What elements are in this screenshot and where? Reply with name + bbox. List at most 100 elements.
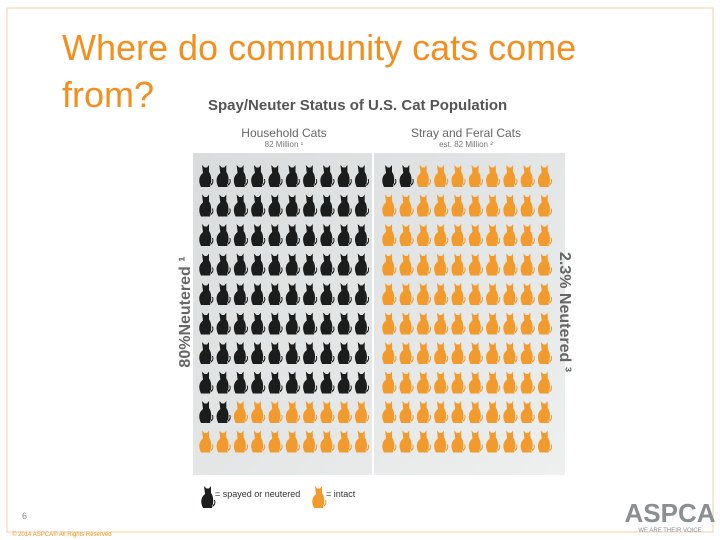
panel-heading: Household Cats bbox=[241, 126, 326, 140]
cat-icon bbox=[285, 194, 300, 217]
cat-icon bbox=[486, 224, 501, 246]
cat-icon bbox=[486, 283, 501, 305]
panel-subheading: 82 Million ¹ bbox=[265, 140, 304, 149]
cat-icon bbox=[434, 224, 449, 246]
cat-icon bbox=[434, 194, 449, 217]
cat-icon bbox=[285, 430, 300, 453]
cat-icon bbox=[303, 194, 318, 217]
cat-icon bbox=[199, 165, 214, 187]
cat-icon bbox=[416, 165, 431, 187]
cat-icon bbox=[503, 283, 518, 305]
cat-icon bbox=[537, 342, 553, 364]
cat-icon bbox=[434, 342, 449, 364]
cat-icon bbox=[337, 283, 352, 305]
cat-icon bbox=[486, 401, 501, 423]
slide-title: Where do community cats come from? bbox=[62, 27, 577, 115]
cat-icon bbox=[251, 253, 266, 276]
cat-icon bbox=[337, 165, 352, 187]
cat-icon bbox=[434, 253, 449, 276]
cat-icon bbox=[537, 312, 553, 335]
cat-icon bbox=[320, 224, 335, 246]
cat-icon bbox=[303, 283, 318, 305]
cat-icon bbox=[303, 430, 318, 453]
slide-border bbox=[6, 7, 714, 533]
cat-icon bbox=[268, 342, 283, 364]
cat-icon bbox=[434, 283, 449, 305]
cat-icon bbox=[268, 165, 283, 187]
cat-icon bbox=[201, 486, 216, 508]
cat-icon bbox=[354, 253, 370, 276]
cat-icon bbox=[486, 342, 501, 364]
cat-icon bbox=[268, 253, 283, 276]
cat-icon bbox=[320, 430, 335, 453]
cat-icon bbox=[285, 342, 300, 364]
cat-icon bbox=[416, 312, 431, 335]
cat-icon bbox=[199, 401, 214, 423]
cat-icon bbox=[520, 224, 535, 246]
cat-icon bbox=[520, 283, 535, 305]
cat-icon bbox=[520, 253, 535, 276]
cat-icon bbox=[537, 430, 553, 453]
cat-icon bbox=[199, 342, 214, 364]
cat-icon bbox=[320, 253, 335, 276]
cat-icon bbox=[199, 371, 214, 394]
cat-icon bbox=[199, 253, 214, 276]
cat-icon bbox=[216, 312, 231, 335]
cat-icon bbox=[251, 312, 266, 335]
cat-icon bbox=[451, 283, 466, 305]
cat-icon bbox=[354, 224, 370, 246]
cat-icon bbox=[303, 253, 318, 276]
cat-icon bbox=[320, 401, 335, 423]
cat-icon bbox=[468, 194, 483, 217]
cat-icon bbox=[503, 401, 518, 423]
infographic-title: Spay/Neuter Status of U.S. Cat Populatio… bbox=[208, 97, 507, 114]
cat-icon bbox=[251, 283, 266, 305]
logo: ASPCA bbox=[624, 498, 715, 528]
cat-icon bbox=[468, 430, 483, 453]
cat-icon bbox=[486, 253, 501, 276]
cat-icon bbox=[468, 371, 483, 394]
cat-icon bbox=[399, 194, 414, 217]
cat-icon bbox=[337, 430, 352, 453]
cat-icon bbox=[354, 430, 370, 453]
cat-icon bbox=[451, 312, 466, 335]
cat-icon bbox=[233, 224, 248, 246]
cat-icon bbox=[503, 371, 518, 394]
cat-icon bbox=[216, 165, 231, 187]
cat-icon bbox=[354, 194, 370, 217]
cat-icon bbox=[199, 430, 214, 453]
cat-icon bbox=[503, 165, 518, 187]
cat-icon bbox=[320, 342, 335, 364]
cat-icon bbox=[233, 312, 248, 335]
cat-icon bbox=[354, 312, 370, 335]
cat-icon bbox=[216, 371, 231, 394]
cat-icon bbox=[451, 342, 466, 364]
cat-icon bbox=[503, 194, 518, 217]
cat-icon bbox=[268, 283, 283, 305]
cat-icon bbox=[468, 224, 483, 246]
cat-icon bbox=[416, 430, 431, 453]
cat-icon bbox=[468, 401, 483, 423]
cat-icon bbox=[382, 430, 397, 453]
cat-icon bbox=[320, 283, 335, 305]
cat-icon bbox=[468, 283, 483, 305]
cat-icon bbox=[337, 401, 352, 423]
cat-icon bbox=[382, 371, 397, 394]
cat-icon bbox=[503, 224, 518, 246]
side-label: 2.3% Neutered ³ bbox=[556, 252, 573, 372]
cat-icon bbox=[503, 342, 518, 364]
cat-icon bbox=[451, 194, 466, 217]
cat-icon bbox=[199, 194, 214, 217]
cat-icon bbox=[354, 283, 370, 305]
cat-icon bbox=[216, 253, 231, 276]
cat-icon bbox=[199, 312, 214, 335]
cat-icon bbox=[320, 371, 335, 394]
panel-subheading: est. 82 Million ² bbox=[439, 140, 493, 149]
cat-icon bbox=[486, 165, 501, 187]
cat-icon bbox=[285, 165, 300, 187]
cat-icon bbox=[416, 224, 431, 246]
cat-icon bbox=[285, 401, 300, 423]
cat-icon bbox=[303, 401, 318, 423]
cat-icon bbox=[320, 194, 335, 217]
cat-icon bbox=[216, 194, 231, 217]
